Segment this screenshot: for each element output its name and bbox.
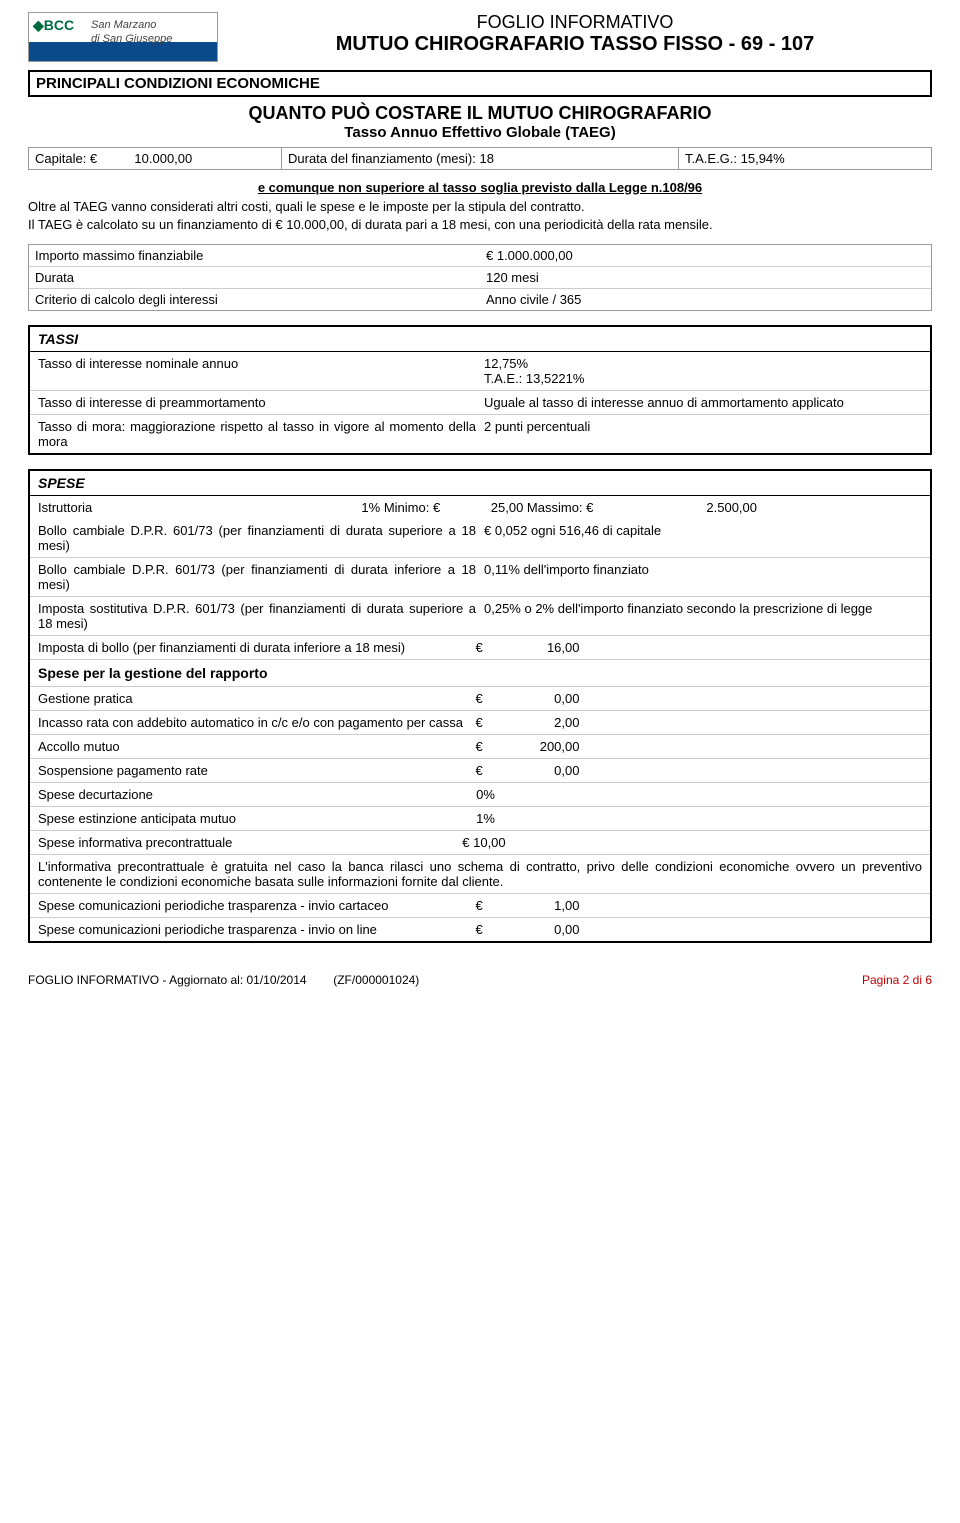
quanto-title: QUANTO PUÒ COSTARE IL MUTUO CHIROGRAFARI… [28,103,932,124]
row-decurtazione: Spese decurtazione 0% [30,782,930,806]
istruttoria-label: Istruttoria [38,500,361,515]
com-cartaceo-label: Spese comunicazioni periodiche trasparen… [38,898,475,913]
sospensione-label: Sospensione pagamento rate [38,763,475,778]
bollo-inf18-label: Bollo cambiale D.P.R. 601/73 (per finanz… [38,562,484,592]
row-istruttoria: Istruttoria 1% Minimo: € 25,00 Massimo: … [30,496,930,519]
tassi-box: TASSI Tasso di interesse nominale annuo … [28,325,932,455]
capitale-row: Capitale: € 10.000,00 Durata del finanzi… [28,147,932,170]
decurtazione-label: Spese decurtazione [38,787,476,802]
estinzione-label: Spese estinzione anticipata mutuo [38,811,476,826]
bollo-sup18-label: Bollo cambiale D.P.R. 601/73 (per finanz… [38,523,484,553]
row-comunicazioni-online: Spese comunicazioni periodiche trasparen… [30,917,930,941]
tassi-head: TASSI [30,327,930,352]
row-durata: Durata 120 mesi [29,266,931,288]
imposta-bollo-label: Imposta di bollo (per finanziamenti di d… [38,640,475,655]
precontrattuale-label: Spese informativa precontrattuale [38,835,462,850]
bank-logo: ◆BCC San Marzano di San Giuseppe [28,12,218,62]
soglia-note: e comunque non superiore al tasso soglia… [28,180,932,195]
precontrattuale-note: L'informativa precontrattuale è gratuita… [30,854,930,893]
imposta-sost-value: 0,25% o 2% dell'importo finanziato secon… [484,601,922,631]
row-bollo-sup18: Bollo cambiale D.P.R. 601/73 (per finanz… [30,519,930,557]
imposta-bollo-val: 16,00 [495,640,585,655]
imposta-bollo-cur: € [475,640,495,655]
row-criterio: Criterio di calcolo degli interessi Anno… [29,288,931,310]
spese-box: SPESE Istruttoria 1% Minimo: € 25,00 Mas… [28,469,932,943]
row-estinzione: Spese estinzione anticipata mutuo 1% [30,806,930,830]
row-accollo-mutuo: Accollo mutuo € 200,00 [30,734,930,758]
header-titles: FOGLIO INFORMATIVO MUTUO CHIROGRAFARIO T… [218,12,932,56]
row-tasso-mora: Tasso di mora: maggiorazione rispetto al… [30,414,930,453]
importo-value: € 1.000.000,00 [480,245,931,266]
main-title: MUTUO CHIROGRAFARIO TASSO FISSO - 69 - 1… [218,33,932,56]
footer-mid: (ZF/000001024) [333,973,419,987]
importo-label: Importo massimo finanziabile [29,245,480,266]
durata-label: Durata [29,267,480,288]
capitale-value: 10.000,00 [134,151,192,166]
taeg-cell: T.A.E.G.: 15,94% [679,148,931,169]
istruttoria-min: 25,00 Massimo: € [491,500,707,515]
row-incasso-rata: Incasso rata con addebito automatico in … [30,710,930,734]
durata-cell: Durata del finanziamento (mesi): 18 [282,148,679,169]
capitale-cell: Capitale: € 10.000,00 [29,148,282,169]
foglio-label: FOGLIO INFORMATIVO [218,12,932,33]
header: ◆BCC San Marzano di San Giuseppe FOGLIO … [28,12,932,62]
loan-params-box: Importo massimo finanziabile € 1.000.000… [28,244,932,311]
bollo-inf18-value: 0,11% dell'importo finanziato [484,562,922,592]
com-online-label: Spese comunicazioni periodiche trasparen… [38,922,475,937]
footer: FOGLIO INFORMATIVO - Aggiornato al: 01/1… [28,973,932,987]
row-gestione-pratica: Gestione pratica € 0,00 [30,686,930,710]
row-tasso-preamm: Tasso di interesse di preammortamento Ug… [30,390,930,414]
para-calcolo: Il TAEG è calcolato su un finanziamento … [28,217,932,232]
section-principali: PRINCIPALI CONDIZIONI ECONOMICHE [28,70,932,97]
row-precontrattuale: Spese informativa precontrattuale € 10,0… [30,830,930,854]
row-bollo-inf18: Bollo cambiale D.P.R. 601/73 (per finanz… [30,557,930,596]
tasso-nominale-value: 12,75% T.A.E.: 13,5221% [484,356,922,386]
row-sospensione: Sospensione pagamento rate € 0,00 [30,758,930,782]
accollo-mutuo-label: Accollo mutuo [38,739,475,754]
para-oltre: Oltre al TAEG vanno considerati altri co… [28,199,932,214]
imposta-sost-label: Imposta sostitutiva D.P.R. 601/73 (per f… [38,601,484,631]
durata-value: 120 mesi [480,267,931,288]
tasso-mora-label: Tasso di mora: maggiorazione rispetto al… [38,419,484,449]
gestione-pratica-label: Gestione pratica [38,691,475,706]
taeg-subtitle: Tasso Annuo Effettivo Globale (TAEG) [28,124,932,141]
footer-page: Pagina 2 di 6 [862,973,932,987]
row-tasso-nominale: Tasso di interesse nominale annuo 12,75%… [30,352,930,390]
incasso-rata-label: Incasso rata con addebito automatico in … [38,715,475,730]
istruttoria-max: 2.500,00 [706,500,922,515]
row-imposta-sost: Imposta sostitutiva D.P.R. 601/73 (per f… [30,596,930,635]
row-comunicazioni-cartaceo: Spese comunicazioni periodiche trasparen… [30,893,930,917]
footer-left: FOGLIO INFORMATIVO - Aggiornato al: 01/1… [28,973,419,987]
tasso-mora-value: 2 punti percentuali [484,419,922,449]
capitale-label: Capitale: € [35,151,97,166]
istruttoria-pct: 1% Minimo: € [361,500,490,515]
tasso-nominale-label: Tasso di interesse nominale annuo [38,356,484,386]
criterio-value: Anno civile / 365 [480,289,931,310]
spese-head: SPESE [30,471,930,496]
tasso-preamm-value: Uguale al tasso di interesse annuo di am… [484,395,922,410]
logo-bcc-text: ◆BCC [33,17,74,34]
logo-line2: di San Giuseppe [91,33,172,45]
logo-line1: San Marzano [91,19,156,31]
row-importo: Importo massimo finanziabile € 1.000.000… [29,245,931,266]
bollo-sup18-value: € 0,052 ogni 516,46 di capitale [484,523,922,553]
gestione-head: Spese per la gestione del rapporto [30,659,930,686]
criterio-label: Criterio di calcolo degli interessi [29,289,480,310]
tasso-preamm-label: Tasso di interesse di preammortamento [38,395,484,410]
row-imposta-bollo: Imposta di bollo (per finanziamenti di d… [30,635,930,659]
